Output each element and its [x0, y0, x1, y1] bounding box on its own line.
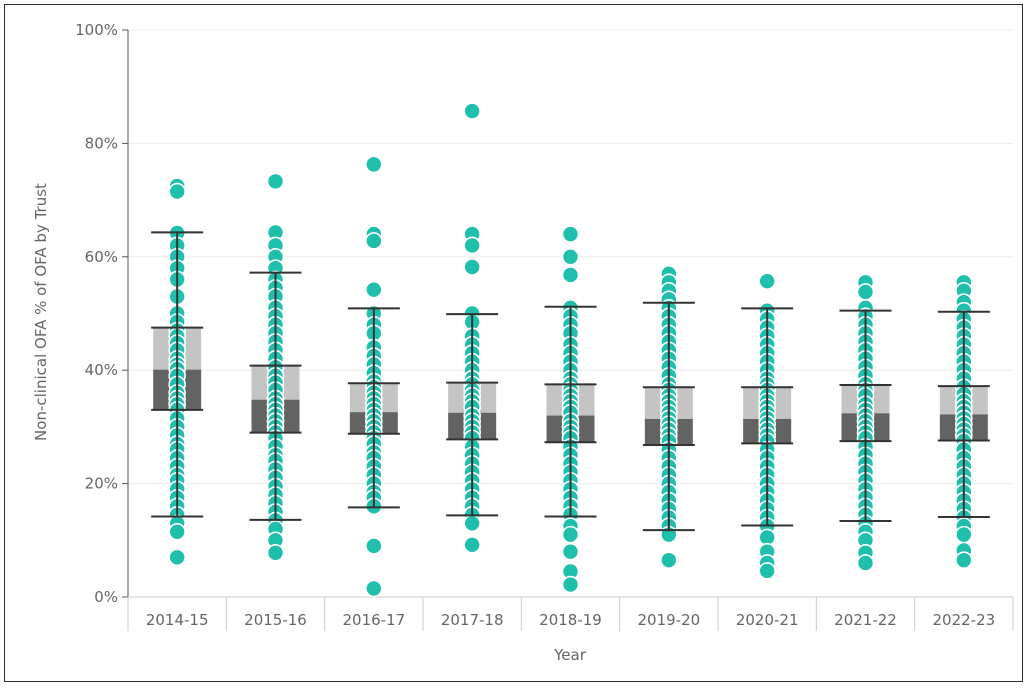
x-tick-label: 2021-22	[834, 611, 897, 629]
x-axis: 2014-15 2015-16 2016-17 2017-18 2018-19 2019-…	[127, 596, 1014, 631]
y-tick-label: 60%	[85, 248, 118, 266]
y-tick-label: 20%	[85, 475, 118, 493]
y-tick-label: 80%	[85, 134, 118, 152]
data-point	[266, 543, 285, 562]
x-tick-label: 2015-16	[244, 611, 307, 629]
data-point	[463, 514, 481, 533]
x-tick-label: 2017-18	[441, 611, 504, 629]
data-point	[365, 155, 383, 174]
x-axis-title: Year	[553, 646, 587, 664]
x-tick-label: 2022-23	[932, 611, 995, 629]
data-point	[561, 575, 580, 594]
data-point	[365, 537, 383, 555]
data-point	[955, 525, 973, 544]
x-tick-label: 2019-20	[637, 611, 700, 629]
data-point	[758, 272, 776, 290]
data-point	[561, 542, 580, 561]
data-point	[168, 522, 186, 541]
x-tick-label: 2020-21	[736, 611, 799, 629]
x-tick-label: 2018-19	[539, 611, 602, 629]
data-point	[463, 102, 481, 120]
data-point	[365, 579, 383, 598]
data-point	[856, 283, 875, 301]
data-point	[168, 182, 186, 201]
data-point	[168, 548, 186, 567]
data-point	[955, 551, 973, 569]
data-point	[561, 266, 580, 284]
x-tick-label: 2016-17	[342, 611, 405, 629]
y-axis-title: Non-clinical OFA % of OFA by Trust	[32, 183, 50, 441]
y-tick-label: 0%	[94, 588, 118, 606]
data-point	[266, 172, 285, 191]
whiskers	[151, 231, 990, 532]
data-point	[561, 525, 580, 544]
data-point	[561, 225, 580, 243]
x-tick-label: 2014-15	[146, 611, 209, 629]
y-tick-label: 100%	[75, 21, 118, 39]
y-tick-label: 40%	[85, 361, 118, 379]
data-point	[463, 236, 481, 255]
data-point	[561, 247, 580, 266]
data-point	[365, 232, 383, 250]
data-point	[856, 554, 875, 572]
y-axis: 0% 20% 40% 60% 80% 100%	[75, 21, 129, 606]
data-point	[463, 258, 481, 276]
data-point	[758, 562, 776, 580]
data-point	[463, 536, 481, 554]
data-point	[365, 280, 383, 299]
data-point	[660, 551, 678, 569]
